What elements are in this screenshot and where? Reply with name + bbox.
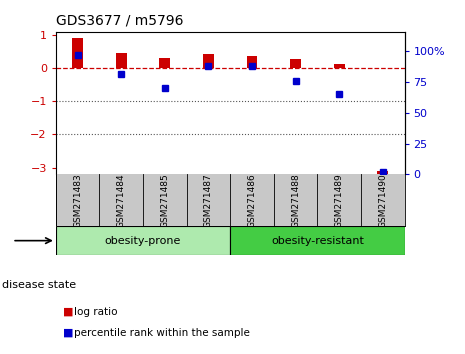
Text: GSM271487: GSM271487 — [204, 173, 213, 228]
Text: disease state: disease state — [2, 280, 76, 290]
Text: GSM271486: GSM271486 — [247, 173, 257, 228]
Bar — [246, 56, 258, 68]
Bar — [116, 53, 126, 68]
Text: GSM271484: GSM271484 — [117, 173, 126, 228]
Text: obesity-prone: obesity-prone — [105, 236, 181, 246]
Text: ■: ■ — [63, 307, 73, 316]
Text: ■: ■ — [63, 328, 73, 338]
Bar — [377, 171, 388, 274]
Bar — [72, 39, 83, 68]
Text: GSM271488: GSM271488 — [291, 173, 300, 228]
Text: GSM271483: GSM271483 — [73, 173, 82, 228]
Text: GSM271489: GSM271489 — [335, 173, 344, 228]
Text: GSM271490: GSM271490 — [378, 173, 387, 228]
Text: obesity-resistant: obesity-resistant — [271, 236, 364, 246]
Text: percentile rank within the sample: percentile rank within the sample — [74, 328, 250, 338]
Bar — [203, 55, 214, 68]
Bar — [56, 227, 230, 255]
Bar — [334, 64, 345, 68]
Text: GSM271485: GSM271485 — [160, 173, 169, 228]
Text: log ratio: log ratio — [74, 307, 118, 316]
Bar — [159, 58, 170, 68]
Bar — [290, 59, 301, 68]
Bar — [230, 227, 405, 255]
Text: GDS3677 / m5796: GDS3677 / m5796 — [56, 14, 183, 28]
